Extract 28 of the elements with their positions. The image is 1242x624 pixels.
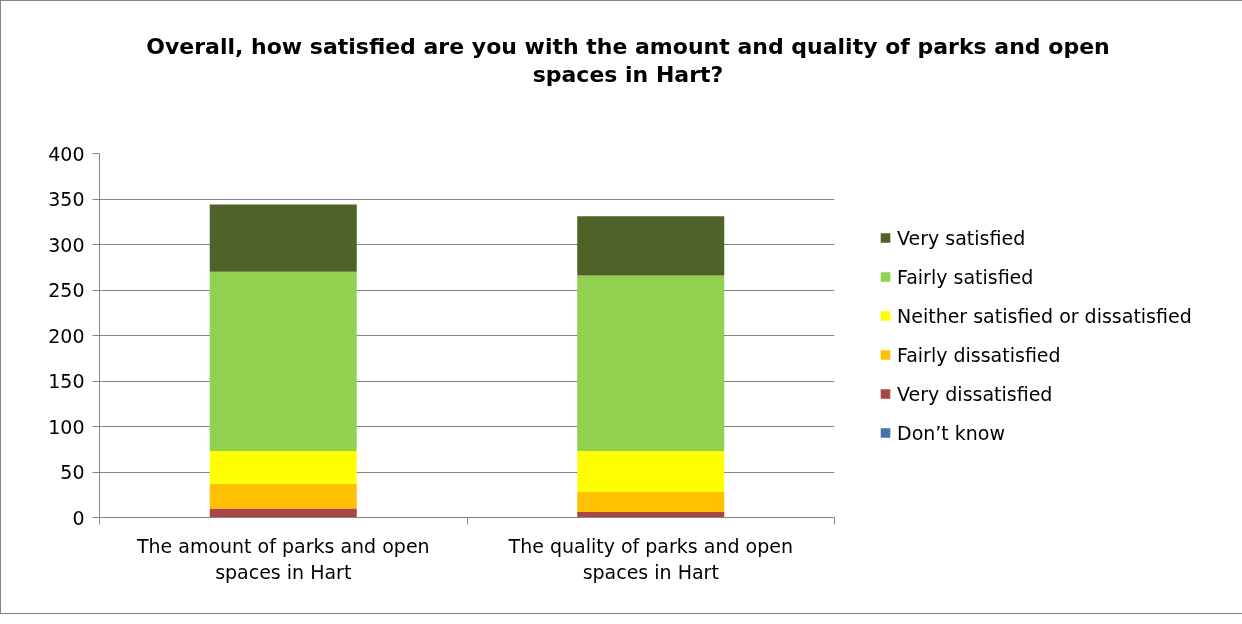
- y-tick-label: 0: [72, 506, 85, 529]
- y-tick-label: 250: [48, 279, 85, 301]
- bar: [577, 512, 725, 518]
- legend-label: Very dissatisfied: [897, 382, 1053, 405]
- y-tick-label: 300: [48, 233, 85, 256]
- y-tick-label: 350: [48, 188, 85, 210]
- bar: [577, 216, 725, 276]
- y-tick-label: 400: [48, 142, 85, 165]
- legend-label: Fairly dissatisfied: [897, 343, 1061, 366]
- x-tick-label: The amount of parks and open spaces in Hart: [135, 534, 430, 583]
- bar: [577, 275, 725, 452]
- y-tick-label: 200: [48, 324, 85, 347]
- bar: [209, 451, 357, 484]
- legend-label: Fairly satisfied: [897, 265, 1034, 288]
- legend-label: Very satisfied: [897, 226, 1026, 249]
- bar: [209, 508, 357, 518]
- x-tick-label: The quality of parks and open spaces in Hart: [507, 534, 793, 583]
- bar: [577, 492, 725, 513]
- y-tick-label: 50: [60, 461, 85, 483]
- chart-title: Overall, how satisfied are you with the amount and quality of parks and open spaces in Hart?: [145, 33, 1111, 89]
- bar: [209, 271, 357, 452]
- bar: [209, 483, 357, 509]
- legend-label: Neither satisfied or dissatisfied: [897, 304, 1192, 327]
- bar: [577, 451, 725, 493]
- y-tick-label: 150: [48, 370, 85, 392]
- bar: [209, 204, 357, 272]
- legend-label: Don’t know: [897, 421, 1006, 444]
- y-tick-label: 100: [48, 415, 85, 438]
